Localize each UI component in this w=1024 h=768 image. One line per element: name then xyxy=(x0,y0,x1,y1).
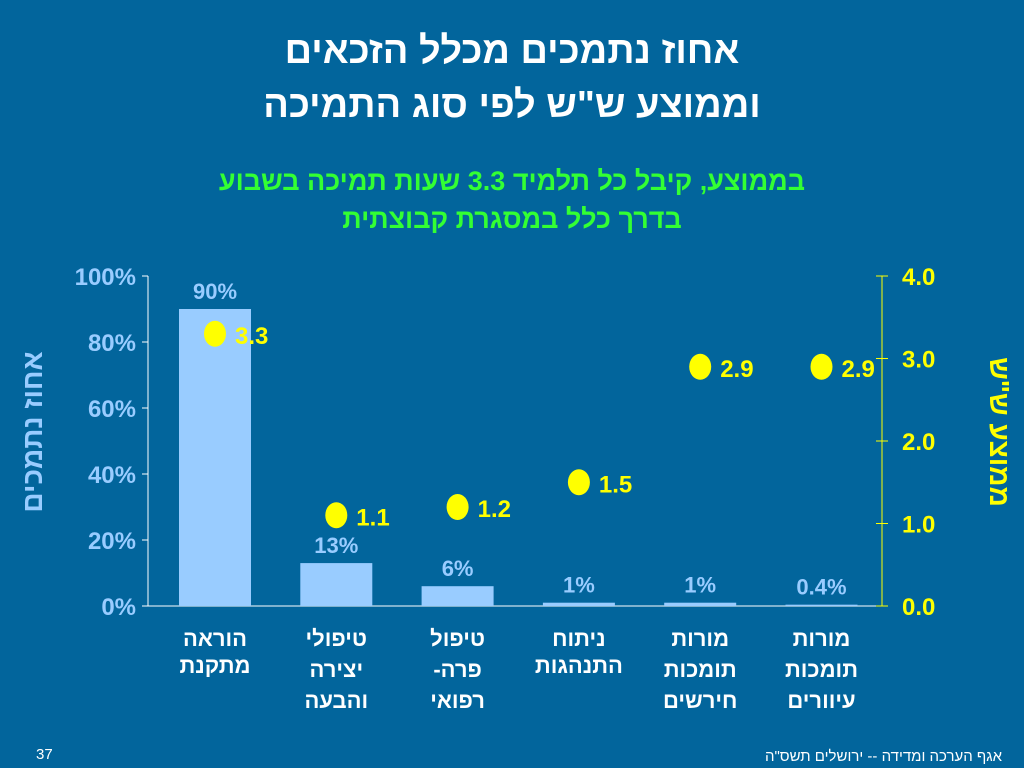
bar-value-label: 0.4% xyxy=(796,575,846,600)
left-tick-label: 0% xyxy=(101,594,136,621)
left-axis-title: אחוז נתמכים xyxy=(17,351,48,512)
left-tick-label: 80% xyxy=(88,330,136,357)
title-line-2: וממוצע ש"ש לפי סוג התמיכה xyxy=(263,84,761,126)
bar xyxy=(179,309,251,606)
category-label: תומכות xyxy=(785,657,858,682)
category-label: תומכות xyxy=(664,657,737,682)
right-tick-label: 4.0 xyxy=(902,264,935,291)
category-label: יצירה xyxy=(310,657,364,682)
avg-hours-dot xyxy=(325,502,348,529)
bar-value-label: 6% xyxy=(442,556,474,581)
category-label: מתקנת xyxy=(180,653,251,678)
bar xyxy=(785,604,858,606)
category-label: חירשים xyxy=(663,688,737,713)
category-label: ניתוח xyxy=(552,626,606,651)
avg-hours-dot xyxy=(446,494,469,520)
category-label: פרה- xyxy=(433,657,482,682)
avg-hours-label: 1.2 xyxy=(478,496,511,523)
avg-hours-label: 2.9 xyxy=(842,356,875,383)
category-label: הוראה xyxy=(183,626,247,651)
bar-value-label: 1% xyxy=(563,573,595,598)
page-number: 37 xyxy=(36,746,53,763)
bar xyxy=(300,563,373,606)
left-tick-label: 100% xyxy=(75,264,136,291)
left-tick-label: 60% xyxy=(88,396,136,423)
bar xyxy=(542,602,615,606)
bar xyxy=(421,586,494,606)
title-line-1: אחוז נתמכים מכלל הזכאים xyxy=(284,30,740,72)
avg-hours-label: 2.9 xyxy=(720,356,753,383)
bar-value-label: 13% xyxy=(314,533,358,558)
right-tick-label: 3.0 xyxy=(902,347,935,374)
avg-hours-dot xyxy=(567,469,590,496)
subtitle-line-2: בדרך כלל במסגרת קבוצתית xyxy=(342,204,682,234)
category-label: התנהגות xyxy=(535,653,623,678)
left-tick-label: 40% xyxy=(88,462,136,489)
bar-value-label: 1% xyxy=(684,573,716,598)
avg-hours-dot xyxy=(689,353,712,380)
category-label: רפואי xyxy=(430,688,485,713)
avg-hours-dot xyxy=(810,353,833,380)
right-tick-label: 0.0 xyxy=(902,594,935,621)
subtitle-line-1: בממוצע, קיבל כל תלמיד 3.3 שעות תמיכה בשב… xyxy=(218,166,806,196)
category-label: והבעה xyxy=(304,688,368,713)
avg-hours-label: 3.3 xyxy=(235,323,268,350)
right-tick-label: 1.0 xyxy=(902,512,935,539)
category-label: מורות xyxy=(793,626,851,651)
bar xyxy=(664,602,737,606)
category-label: מורות xyxy=(671,626,729,651)
avg-hours-label: 1.1 xyxy=(356,504,389,531)
category-label: טיפולי xyxy=(306,626,368,651)
right-tick-label: 2.0 xyxy=(902,429,935,456)
bar-value-label: 90% xyxy=(193,279,237,304)
category-label: עיוורים xyxy=(787,688,855,713)
avg-hours-dot xyxy=(204,320,226,347)
right-axis-title: ממוצע ש"ש xyxy=(984,357,1015,507)
footer-credit: אגף הערכה ומדידה -- ירושלים תשס"ה xyxy=(764,748,1002,765)
left-tick-label: 20% xyxy=(88,528,136,555)
category-label: טיפול xyxy=(430,626,485,651)
avg-hours-label: 1.5 xyxy=(599,471,632,498)
